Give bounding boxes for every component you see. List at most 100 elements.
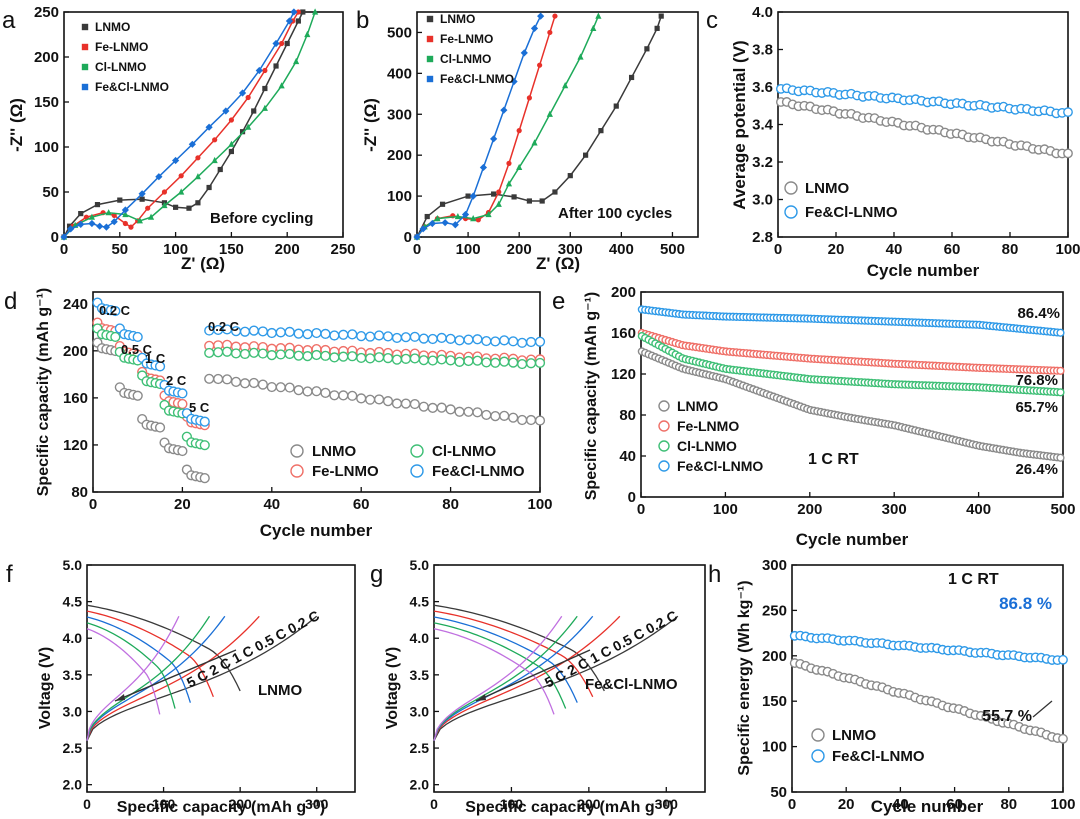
data-point xyxy=(365,331,376,342)
y-tick-label: 3.6 xyxy=(752,79,773,96)
legend-entry: LNMO xyxy=(677,398,718,414)
annotation: After 100 cycles xyxy=(558,205,672,222)
y-axis-label: Specific capacity (mAh g⁻¹) xyxy=(583,292,600,501)
data-point xyxy=(312,8,319,15)
data-point xyxy=(128,224,134,230)
legend-entry: Fe-LNMO xyxy=(95,40,148,54)
y-tick-label: 4.0 xyxy=(63,630,83,646)
panel-letter: g xyxy=(370,561,383,588)
x-axis-label: Z' (Ω) xyxy=(536,254,580,273)
retention-label: 65.7% xyxy=(1015,399,1058,416)
data-point xyxy=(147,213,155,220)
x-tick-label: 400 xyxy=(609,241,634,258)
data-point xyxy=(172,156,180,165)
x-tick-label: 300 xyxy=(655,796,679,812)
data-point xyxy=(105,209,112,216)
data-point xyxy=(454,212,461,220)
data-point xyxy=(302,386,313,397)
data-point xyxy=(239,348,251,360)
data-point xyxy=(445,404,456,415)
data-point xyxy=(251,108,257,114)
data-point xyxy=(436,354,447,365)
data-point xyxy=(222,374,233,385)
data-point xyxy=(628,74,635,81)
x-tick-label: 100 xyxy=(456,241,481,258)
data-point xyxy=(266,350,277,361)
legend-entry: Fe-LNMO xyxy=(440,32,493,46)
data-point xyxy=(132,390,143,401)
data-point xyxy=(365,394,376,405)
x-axis-label: Cycle number xyxy=(260,521,373,540)
y-tick-label: 3.2 xyxy=(752,154,773,171)
charge-curve xyxy=(86,615,260,741)
data-point xyxy=(302,329,313,340)
data-point xyxy=(463,355,474,367)
data-point xyxy=(481,357,492,368)
data-point xyxy=(520,49,528,57)
data-point xyxy=(132,331,143,343)
x-tick-label: 0 xyxy=(83,796,91,812)
x-tick-label: 100 xyxy=(152,796,176,812)
data-point xyxy=(245,94,251,101)
retention-label: 86.4% xyxy=(1017,305,1060,322)
data-point xyxy=(278,82,285,89)
data-point xyxy=(436,402,447,413)
data-point xyxy=(121,206,129,214)
data-point xyxy=(213,347,224,358)
data-point xyxy=(66,223,73,229)
data-point xyxy=(279,40,285,47)
data-point xyxy=(295,9,301,15)
data-point xyxy=(161,201,168,209)
legend-entry: Cl-LNMO xyxy=(432,443,496,460)
charge-curve xyxy=(86,615,180,741)
data-point xyxy=(1063,148,1073,159)
arrow-head xyxy=(115,694,125,701)
y-axis-label: Voltage (V) xyxy=(37,647,54,729)
discharge-curve xyxy=(433,616,578,703)
data-point xyxy=(204,373,215,384)
data-point xyxy=(490,336,501,347)
data-point xyxy=(173,204,179,210)
data-point xyxy=(534,357,546,369)
data-point xyxy=(238,89,247,97)
data-point xyxy=(644,46,650,52)
data-point xyxy=(239,326,251,337)
x-tick-label: 0 xyxy=(60,241,68,258)
y-tick-label: 3.0 xyxy=(752,192,773,209)
data-point xyxy=(577,53,584,60)
data-point xyxy=(485,210,492,218)
data-point xyxy=(311,386,322,397)
discharge-curve xyxy=(433,610,594,698)
data-point xyxy=(262,67,268,74)
y-tick-label: 80 xyxy=(619,407,636,424)
y-tick-label: 2.5 xyxy=(410,740,430,756)
data-point xyxy=(136,217,143,224)
y-axis-label: -Z'' (Ω) xyxy=(7,98,26,152)
charge-curve xyxy=(433,615,578,741)
legend-marker xyxy=(81,63,89,71)
data-point xyxy=(409,331,420,342)
x-tick-label: 20 xyxy=(174,496,191,513)
data-point xyxy=(479,163,488,172)
data-point xyxy=(419,225,427,233)
panel-letter: d xyxy=(4,288,17,315)
data-point xyxy=(178,173,184,179)
x-tick-label: 200 xyxy=(228,796,252,812)
discharge-curve xyxy=(433,628,555,715)
data-point xyxy=(537,62,543,68)
y-tick-label: 500 xyxy=(387,24,412,41)
panel-letter: f xyxy=(6,561,13,588)
x-tick-label: 80 xyxy=(442,496,459,513)
data-point xyxy=(300,9,306,15)
data-point xyxy=(320,387,331,398)
data-point xyxy=(139,196,145,202)
data-point xyxy=(155,173,163,181)
data-point xyxy=(365,353,376,364)
data-point xyxy=(1058,733,1068,744)
legend-entry: Fe&Cl-LNMO xyxy=(440,72,514,86)
panel-letter: h xyxy=(708,561,721,588)
data-point xyxy=(463,406,474,417)
legend-entry: LNMO xyxy=(440,12,475,26)
annotation: Fe&Cl-LNMO xyxy=(585,676,678,693)
panel-h: 0 20 40 60 80 100 50 100 150 200 250 300 86.8 % 55.7 … xyxy=(762,557,1076,813)
